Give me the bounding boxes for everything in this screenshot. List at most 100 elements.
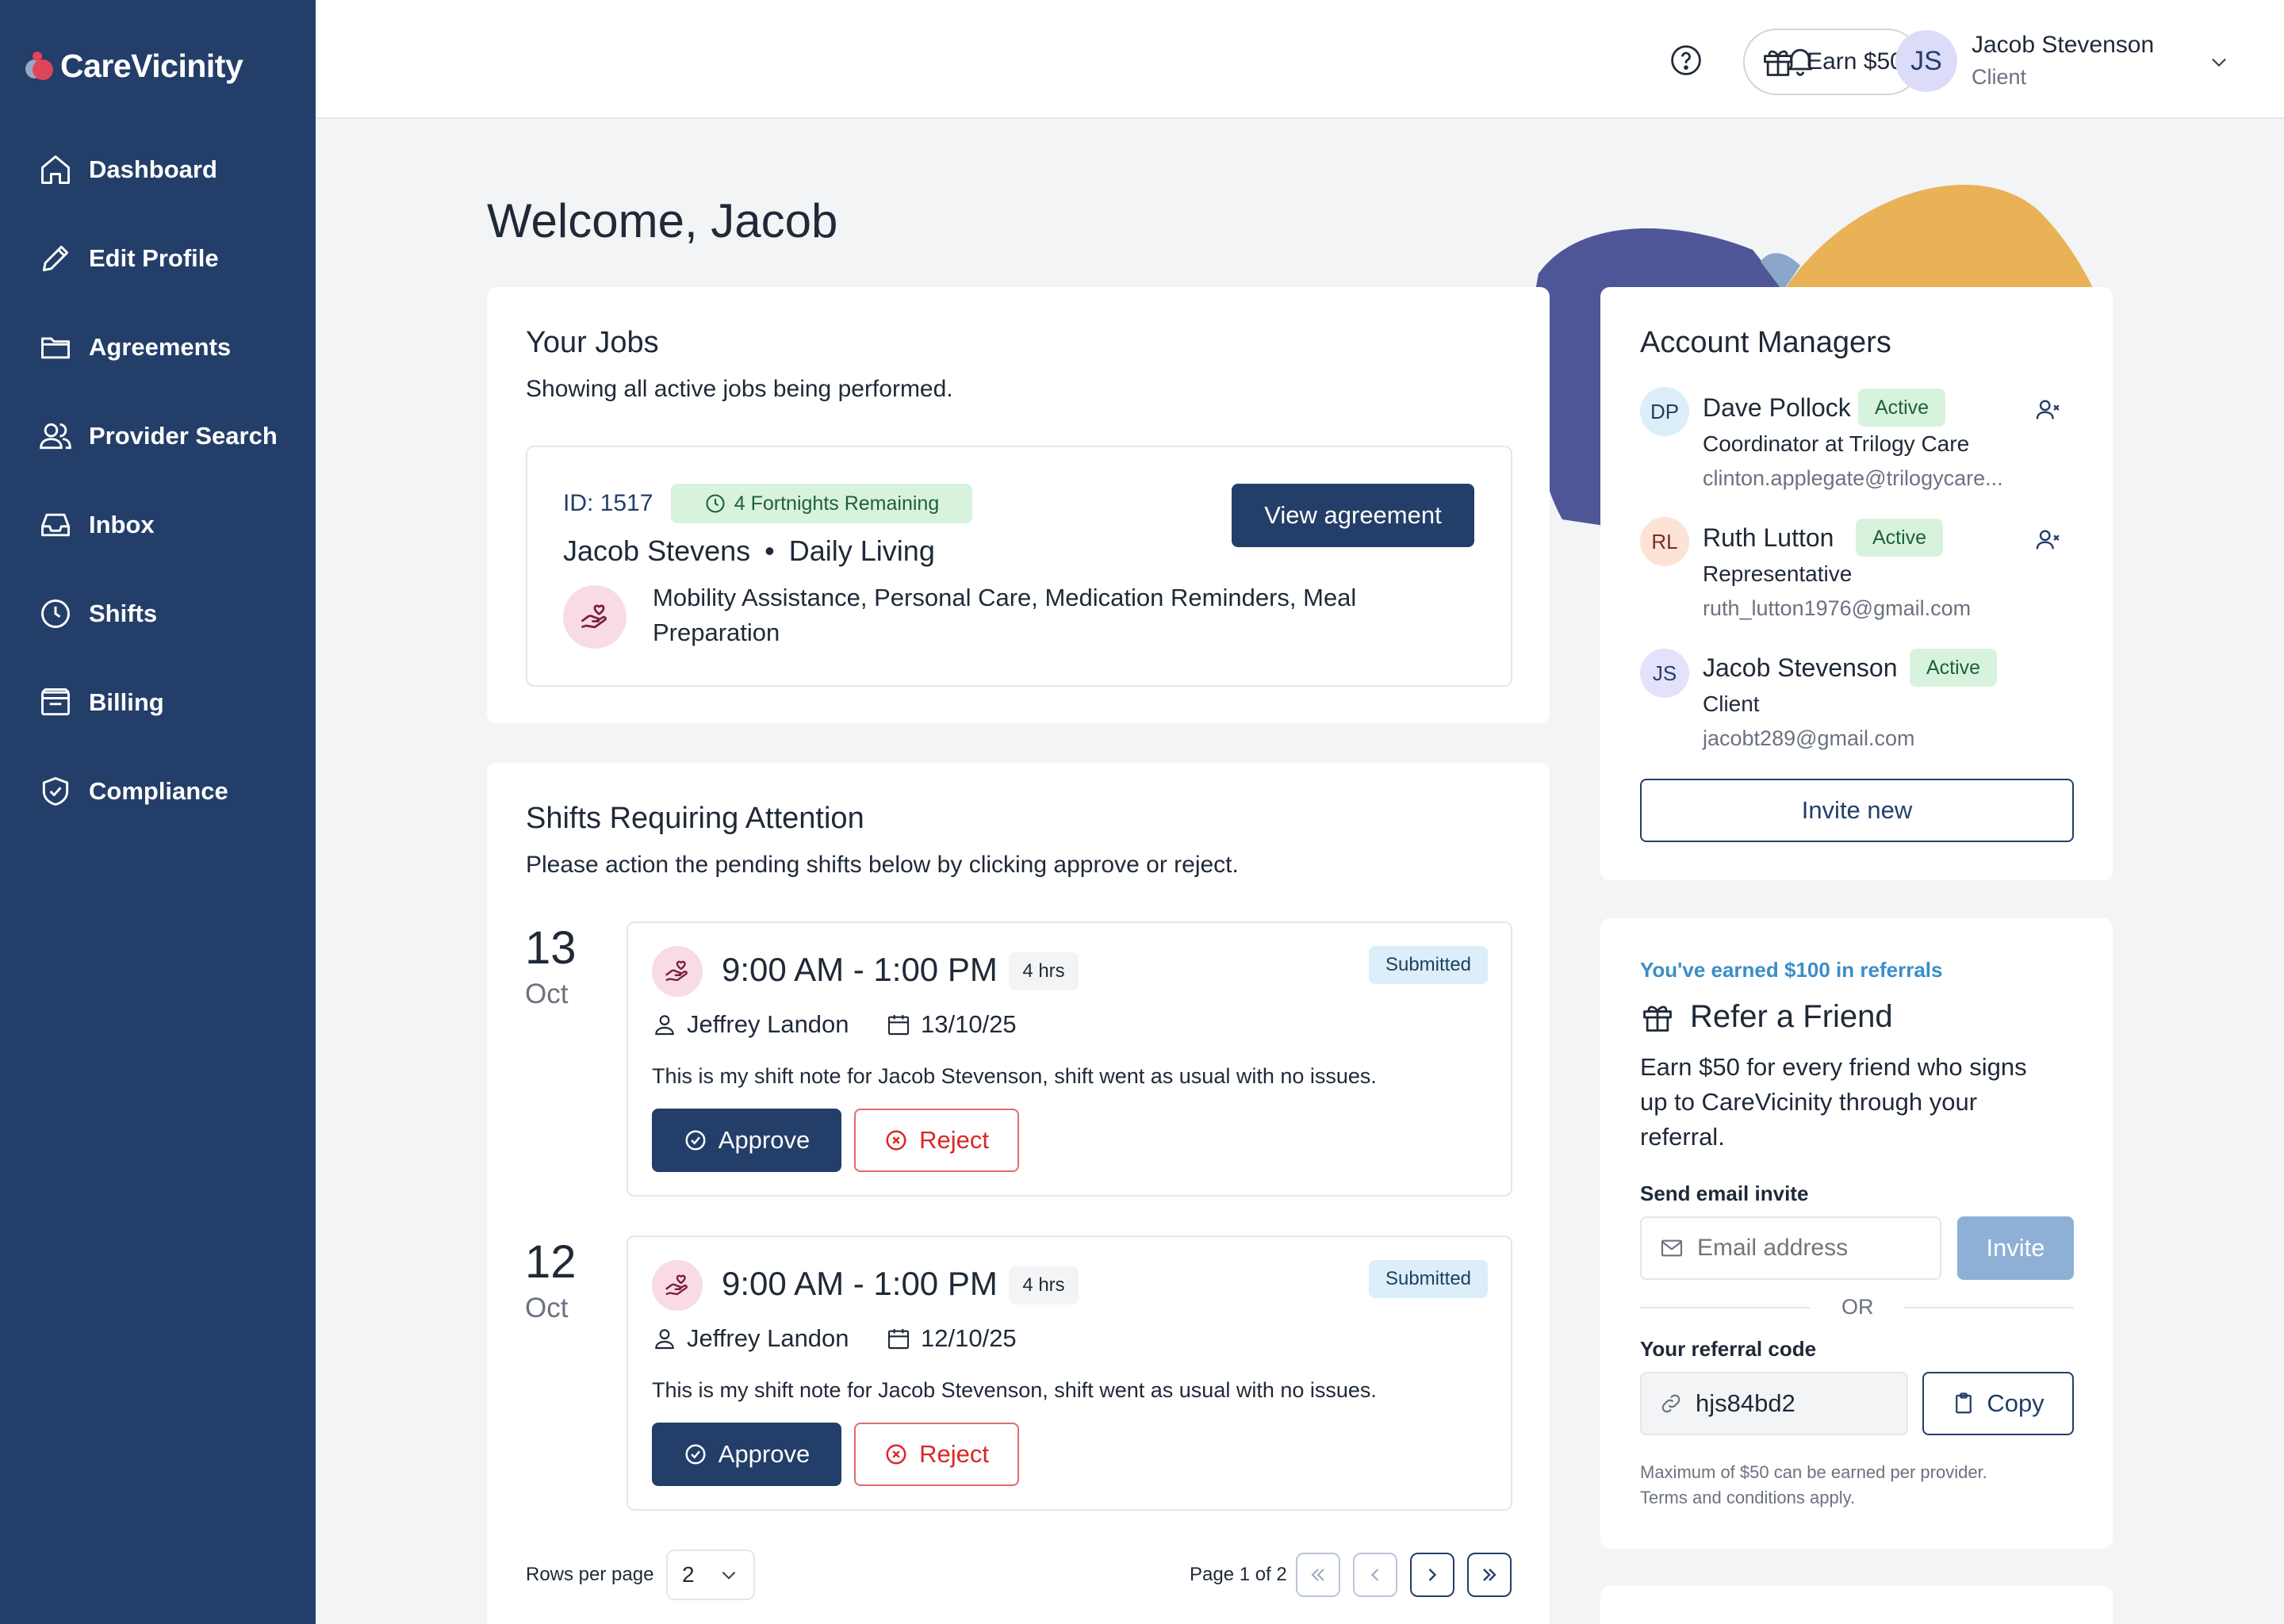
chevron-down-icon xyxy=(722,1572,736,1580)
earn-button[interactable]: Earn $50 xyxy=(1743,29,1921,95)
divider xyxy=(1640,1307,1811,1308)
send-email-label: Send email invite xyxy=(1640,1182,1809,1205)
sidebar-item-edit-profile[interactable]: Edit Profile xyxy=(38,235,219,282)
rows-per-page-select[interactable]: 2 xyxy=(666,1549,755,1600)
help-icon[interactable] xyxy=(1669,43,1703,78)
first-page-button[interactable] xyxy=(1296,1553,1340,1597)
app-name: CareVicinity xyxy=(60,48,243,84)
sidebar-item-compliance[interactable]: Compliance xyxy=(38,768,228,815)
referral-description: Earn $50 for every friend who signs xyxy=(1640,1053,2027,1081)
care-hand-icon xyxy=(563,585,627,649)
referral-code: hjs84bd2 xyxy=(1696,1389,1795,1417)
approve-button[interactable]: Approve xyxy=(652,1423,841,1486)
sidebar-item-provider-search[interactable]: Provider Search xyxy=(38,412,278,460)
double-chevron-right-icon xyxy=(1483,1568,1496,1581)
reject-label: Reject xyxy=(919,1440,989,1468)
referral-code-field[interactable]: hjs84bd2 xyxy=(1640,1372,1908,1435)
user-name: Jacob Stevenson xyxy=(1972,32,2155,58)
status-badge: Submitted xyxy=(1369,946,1488,984)
inbox-icon xyxy=(41,513,70,537)
calendar-icon xyxy=(887,1015,910,1036)
check-circle-icon xyxy=(685,1130,706,1151)
manager-email: clinton.applegate@trilogycare... xyxy=(1703,466,2003,490)
next-page-button[interactable] xyxy=(1410,1553,1454,1597)
referral-code-label: Your referral code xyxy=(1640,1337,1817,1361)
shift-note: This is my shift note for Jacob Stevenso… xyxy=(652,1064,1377,1088)
remove-user-icon[interactable] xyxy=(2035,527,2062,553)
shifts-subtitle: Please action the pending shifts below b… xyxy=(526,852,1239,878)
referral-earned: You've earned $100 in referrals xyxy=(1640,958,1943,982)
invite-new-button[interactable]: Invite new xyxy=(1640,779,2074,842)
email-field[interactable] xyxy=(1640,1216,1941,1280)
sidebar-item-inbox[interactable]: Inbox xyxy=(38,501,155,549)
duration-badge: 4 hrs xyxy=(1009,952,1079,990)
email-input[interactable] xyxy=(1697,1235,1919,1262)
approve-label: Approve xyxy=(718,1126,811,1154)
shifts-title: Shifts Requiring Attention xyxy=(526,802,864,835)
status-badge: Active xyxy=(1858,389,1945,427)
shift-date: 13/10/25 xyxy=(921,1010,1017,1038)
clipboard-icon xyxy=(1956,1392,1972,1414)
sidebar-item-agreements[interactable]: Agreements xyxy=(38,324,231,371)
divider xyxy=(1903,1307,2074,1308)
job-heading: Jacob Stevens • Daily Living xyxy=(563,534,935,568)
user-role: Client xyxy=(1972,65,2027,89)
chevron-right-icon xyxy=(1428,1568,1437,1581)
jobs-subtitle: Showing all active jobs being performed. xyxy=(526,376,953,402)
shift-day: 13 xyxy=(525,922,577,974)
avatar: RL xyxy=(1640,517,1689,566)
top-bar: Earn $50 JS Jacob Stevenson Client xyxy=(316,0,2284,119)
last-page-button[interactable] xyxy=(1467,1553,1512,1597)
sidebar-item-label: Provider Search xyxy=(89,422,278,450)
approve-button[interactable]: Approve xyxy=(652,1109,841,1172)
reject-label: Reject xyxy=(919,1126,989,1154)
gift-icon xyxy=(1643,1005,1672,1032)
chevron-down-icon[interactable] xyxy=(2208,51,2230,73)
remove-user-icon[interactable] xyxy=(2035,396,2062,423)
avatar[interactable]: JS xyxy=(1895,30,1957,92)
sidebar-item-label: Edit Profile xyxy=(89,244,219,272)
shift-month: Oct xyxy=(525,979,569,1009)
sidebar-item-billing[interactable]: Billing xyxy=(38,679,164,726)
care-hand-icon xyxy=(652,1260,703,1311)
pencil-icon xyxy=(42,245,69,272)
shift-note: This is my shift note for Jacob Stevenso… xyxy=(652,1378,1377,1402)
sidebar-item-shifts[interactable]: Shifts xyxy=(38,590,157,638)
shift-worker: Jeffrey Landon xyxy=(687,1010,849,1038)
job-services-cont: Preparation xyxy=(653,619,780,646)
link-icon xyxy=(1661,1394,1680,1413)
care-hand-icon xyxy=(652,946,703,997)
sidebar-item-label: Agreements xyxy=(89,333,232,361)
previous-page-button[interactable] xyxy=(1353,1553,1397,1597)
managers-title: Account Managers xyxy=(1640,326,1891,359)
app-logo[interactable]: CareVicinity xyxy=(24,48,243,85)
sidebar-item-label: Dashboard xyxy=(89,155,217,183)
view-agreement-button[interactable]: View agreement xyxy=(1232,484,1474,547)
manager-email: jacobt289@gmail.com xyxy=(1703,726,1915,750)
bell-icon[interactable] xyxy=(1783,43,1818,78)
shield-icon xyxy=(42,777,69,806)
check-circle-icon xyxy=(685,1444,706,1465)
copy-button[interactable]: Copy xyxy=(1922,1372,2074,1435)
job-id: ID: 1517 xyxy=(563,490,653,516)
sidebar-item-label: Billing xyxy=(89,688,164,716)
status-badge: Active xyxy=(1910,649,1997,687)
or-separator: OR xyxy=(1841,1295,1874,1319)
earn-label: Earn $50 xyxy=(1807,48,1903,75)
clock-icon xyxy=(41,599,70,628)
sidebar-item-label: Compliance xyxy=(89,777,228,805)
sidebar-item-dashboard[interactable]: Dashboard xyxy=(38,146,217,193)
billing-icon xyxy=(41,688,70,716)
job-separator: • xyxy=(765,534,775,567)
job-worker: Jacob Stevens xyxy=(563,534,751,567)
shift-day: 12 xyxy=(525,1236,577,1288)
invite-button[interactable]: Invite xyxy=(1957,1216,2074,1280)
jobs-title: Your Jobs xyxy=(526,326,659,359)
x-circle-icon xyxy=(886,1444,906,1465)
reject-button[interactable]: Reject xyxy=(854,1423,1019,1486)
manager-name: Jacob Stevenson xyxy=(1703,653,1898,682)
reject-button[interactable]: Reject xyxy=(854,1109,1019,1172)
person-icon xyxy=(655,1015,674,1036)
shift-worker: Jeffrey Landon xyxy=(687,1324,849,1352)
remaining-text: 4 Fortnights Remaining xyxy=(734,492,940,515)
